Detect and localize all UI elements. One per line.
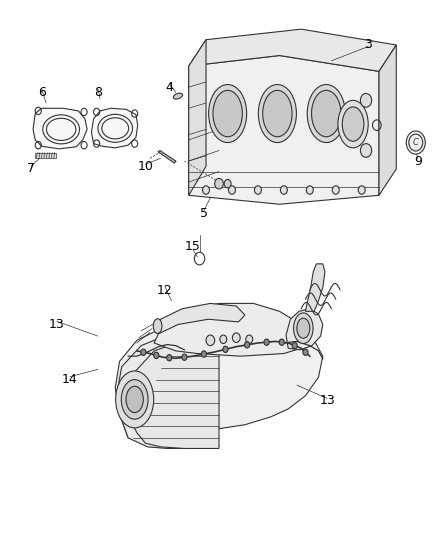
Ellipse shape — [311, 90, 341, 137]
Text: 15: 15 — [185, 240, 201, 253]
Circle shape — [182, 354, 187, 360]
Circle shape — [215, 179, 223, 189]
Circle shape — [280, 186, 287, 194]
Polygon shape — [305, 264, 325, 311]
Polygon shape — [286, 309, 323, 350]
Polygon shape — [129, 335, 219, 448]
Ellipse shape — [208, 85, 247, 142]
Text: 14: 14 — [62, 374, 78, 386]
Circle shape — [244, 342, 250, 348]
Circle shape — [360, 143, 372, 157]
Polygon shape — [154, 303, 305, 356]
Polygon shape — [33, 108, 87, 149]
Text: 10: 10 — [138, 160, 153, 173]
Ellipse shape — [307, 85, 345, 142]
Circle shape — [292, 342, 297, 349]
Text: 5: 5 — [200, 207, 208, 220]
Circle shape — [332, 186, 339, 194]
Ellipse shape — [297, 318, 310, 338]
Text: 8: 8 — [94, 86, 102, 99]
Circle shape — [223, 346, 228, 352]
Circle shape — [167, 354, 172, 361]
Text: 6: 6 — [38, 86, 46, 99]
Circle shape — [306, 186, 313, 194]
Polygon shape — [92, 108, 138, 148]
Circle shape — [220, 335, 227, 343]
Ellipse shape — [126, 386, 143, 413]
Ellipse shape — [293, 313, 313, 343]
Circle shape — [233, 333, 240, 342]
Text: 13: 13 — [319, 394, 335, 408]
Circle shape — [264, 339, 269, 345]
Circle shape — [201, 351, 206, 357]
Ellipse shape — [173, 93, 183, 99]
Polygon shape — [159, 150, 176, 163]
Text: 4: 4 — [165, 80, 173, 94]
Ellipse shape — [338, 100, 368, 148]
Ellipse shape — [213, 90, 242, 137]
Circle shape — [254, 186, 261, 194]
Polygon shape — [189, 29, 396, 71]
Ellipse shape — [258, 85, 297, 142]
Circle shape — [141, 349, 146, 356]
Bar — [35, 152, 56, 158]
Polygon shape — [156, 303, 245, 334]
Circle shape — [303, 349, 308, 356]
Text: 3: 3 — [364, 38, 372, 52]
Polygon shape — [189, 39, 206, 195]
Ellipse shape — [342, 107, 364, 141]
Circle shape — [229, 186, 236, 194]
Text: 12: 12 — [157, 284, 173, 297]
Text: C: C — [413, 138, 419, 147]
Polygon shape — [117, 335, 219, 448]
Circle shape — [246, 335, 253, 343]
Circle shape — [202, 186, 209, 194]
Circle shape — [406, 131, 425, 154]
Circle shape — [224, 180, 231, 188]
Circle shape — [279, 339, 284, 345]
Circle shape — [358, 186, 365, 194]
Text: 13: 13 — [49, 318, 65, 331]
Circle shape — [206, 335, 215, 345]
Circle shape — [154, 352, 159, 359]
Circle shape — [360, 93, 372, 107]
Ellipse shape — [121, 379, 148, 419]
Ellipse shape — [153, 319, 162, 334]
Polygon shape — [115, 317, 323, 438]
Ellipse shape — [263, 90, 292, 137]
Polygon shape — [189, 55, 379, 204]
Polygon shape — [379, 45, 396, 195]
Text: 9: 9 — [414, 155, 422, 167]
Text: 7: 7 — [27, 163, 35, 175]
Ellipse shape — [116, 371, 154, 428]
